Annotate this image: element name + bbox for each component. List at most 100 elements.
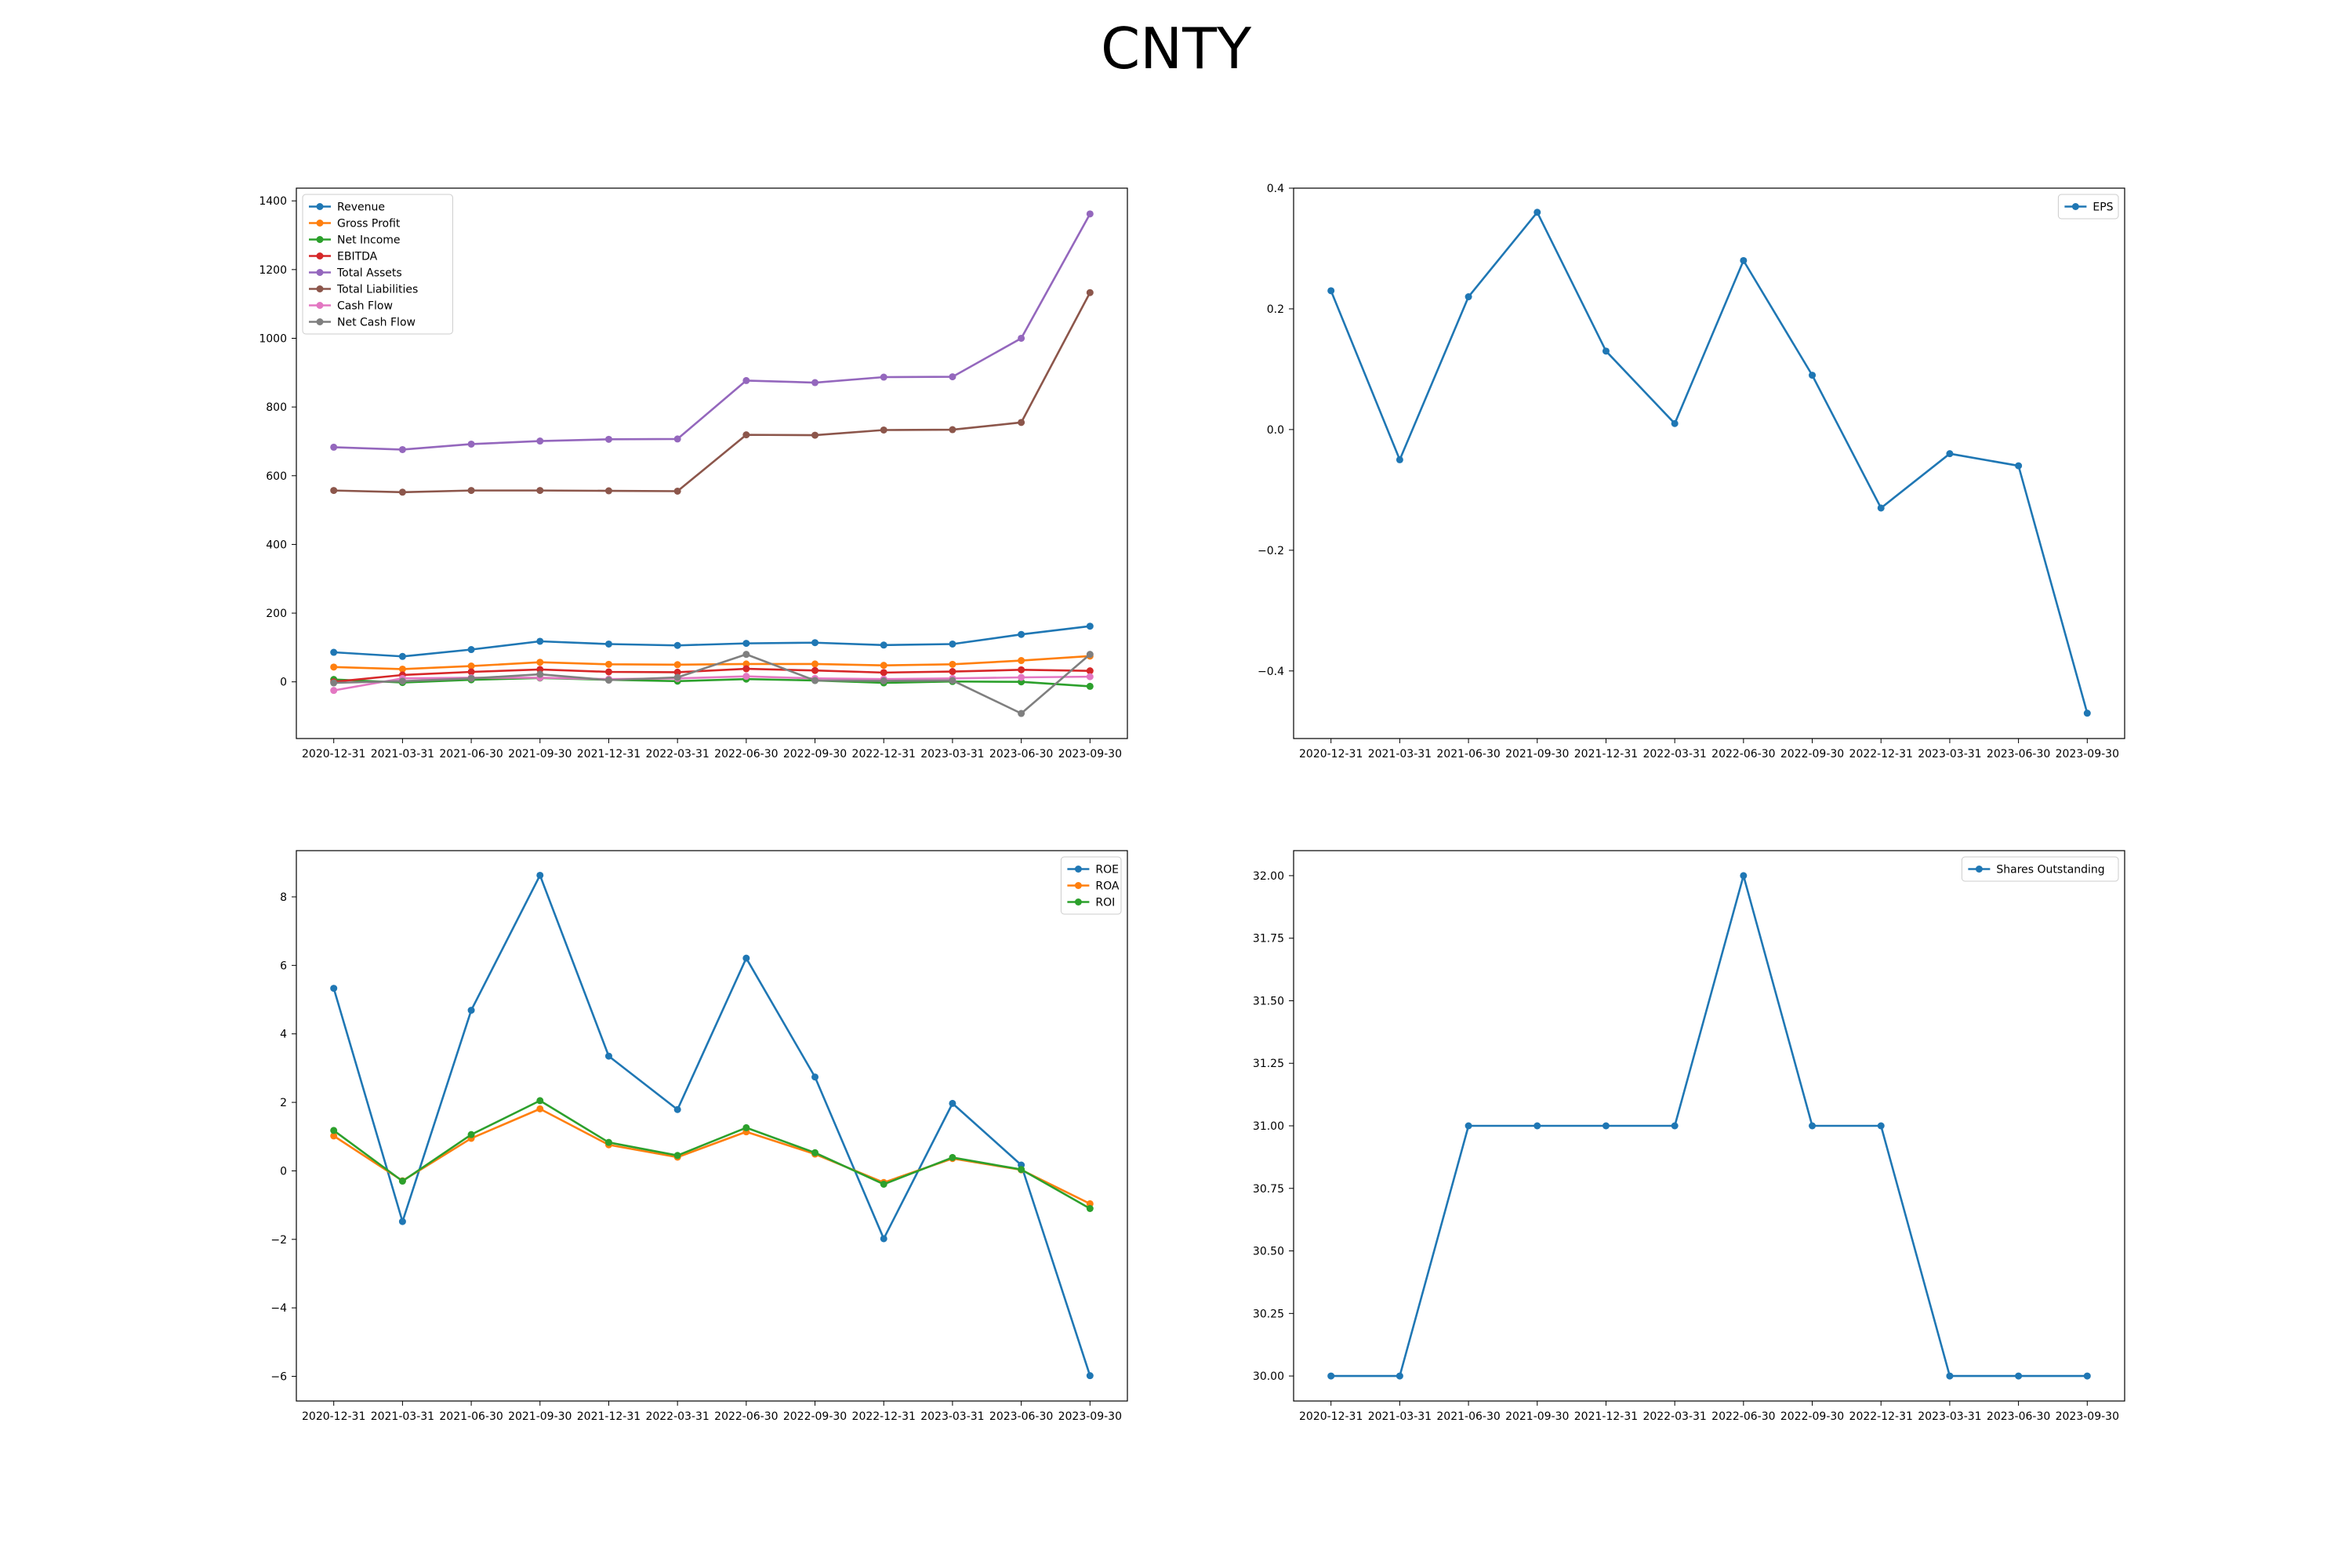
series-line [333, 667, 1091, 683]
data-point [1877, 504, 1885, 512]
x-tick-label: 2022-09-30 [783, 1410, 847, 1423]
y-tick-label: 6 [280, 960, 287, 972]
series-line [333, 625, 1091, 658]
x-tick-label: 2023-06-30 [1987, 1410, 2050, 1423]
data-point [811, 1149, 819, 1156]
series-line [1330, 211, 2089, 714]
data-point [949, 1153, 956, 1161]
data-point [1327, 1372, 1335, 1380]
x-tick-label: 2022-09-30 [1780, 1410, 1844, 1423]
plot-frame [1293, 850, 2125, 1402]
y-tick-label: −2 [270, 1234, 287, 1247]
data-point [2083, 710, 2091, 717]
data-point [398, 488, 406, 496]
y-tick-label: 800 [266, 401, 287, 414]
legend-label: Total Liabilities [336, 284, 418, 296]
data-point [880, 641, 887, 649]
legend-swatch-marker [1975, 866, 1983, 873]
legend-label: ROI [1095, 897, 1115, 909]
data-point [1018, 1166, 1025, 1174]
x-tick-label: 2022-03-31 [1642, 1410, 1706, 1423]
data-point [536, 871, 544, 879]
y-tick-label: 30.75 [1253, 1183, 1284, 1196]
series-line [333, 675, 1091, 691]
x-tick-label: 2021-06-30 [439, 748, 503, 760]
legend-label: Revenue [337, 201, 385, 214]
data-point [949, 660, 956, 668]
data-point [949, 1099, 956, 1107]
data-point [1534, 209, 1541, 216]
x-tick-label: 2023-06-30 [989, 748, 1053, 760]
legend-swatch-marker [316, 285, 324, 292]
data-point [742, 376, 750, 384]
legend-label: Net Income [337, 234, 401, 247]
data-point [811, 639, 819, 647]
x-tick-label: 2022-06-30 [1711, 1410, 1775, 1423]
x-tick-label: 2022-09-30 [783, 748, 847, 760]
x-tick-label: 2022-06-30 [714, 748, 778, 760]
y-tick-label: 31.75 [1253, 933, 1284, 946]
data-point [604, 1052, 612, 1060]
data-point [1018, 630, 1025, 638]
y-tick-label: 400 [266, 539, 287, 551]
data-point [1086, 673, 1094, 681]
data-point [330, 687, 338, 695]
series-line [333, 292, 1091, 494]
y-tick-label: −6 [270, 1371, 287, 1384]
x-tick-label: 2021-03-31 [371, 748, 434, 760]
data-point [604, 677, 612, 684]
data-point [673, 435, 681, 443]
data-point [330, 648, 338, 656]
x-tick-label: 2023-03-31 [1918, 1410, 1981, 1423]
data-point [467, 662, 475, 670]
series-shares-outstanding [1327, 872, 2091, 1380]
x-tick-label: 2023-03-31 [920, 1410, 984, 1423]
data-point [1086, 1372, 1094, 1380]
series-line [333, 653, 1091, 715]
x-tick-label: 2021-03-31 [371, 1410, 434, 1423]
x-tick-label: 2022-03-31 [645, 1410, 709, 1423]
data-point [467, 440, 475, 448]
x-tick-label: 2021-03-31 [1368, 748, 1432, 760]
series-line [333, 655, 1091, 670]
data-point [467, 646, 475, 654]
y-tick-label: −4 [270, 1302, 287, 1315]
y-tick-label: −0.4 [1258, 666, 1284, 678]
y-tick-label: 30.25 [1253, 1308, 1284, 1320]
data-point [1086, 289, 1094, 296]
data-point [811, 431, 819, 439]
data-point [742, 651, 750, 659]
data-point [330, 1132, 338, 1140]
x-tick-label: 2021-12-31 [1574, 1410, 1638, 1423]
data-point [1086, 1204, 1094, 1212]
legend-swatch-marker [316, 252, 324, 260]
data-point [880, 373, 887, 381]
data-point [467, 1007, 475, 1014]
x-tick-label: 2022-03-31 [1642, 748, 1706, 760]
data-point [398, 445, 406, 453]
data-point [1671, 1122, 1679, 1130]
legend-label: Shares Outstanding [1996, 864, 2104, 877]
x-tick-label: 2020-12-31 [1299, 1410, 1363, 1423]
y-tick-label: 0 [280, 677, 287, 689]
data-point [1671, 419, 1679, 427]
y-tick-label: 2 [280, 1097, 287, 1109]
legend-swatch-marker [316, 203, 324, 210]
figure-title: CNTY [1100, 16, 1252, 82]
data-point [1086, 622, 1094, 630]
data-point [811, 666, 819, 674]
data-point [673, 487, 681, 495]
data-point [742, 640, 750, 648]
legend-swatch-marker [1074, 898, 1082, 906]
series-line [333, 677, 1091, 688]
data-point [742, 431, 750, 439]
data-point [536, 437, 544, 445]
x-tick-label: 2021-06-30 [1436, 1410, 1500, 1423]
legend-label: ROA [1095, 880, 1120, 893]
data-point [673, 673, 681, 681]
data-point [536, 637, 544, 645]
eps-chart: 2020-12-31 2021-03-31 2021-06-30 2021-09-30… [1258, 183, 2125, 760]
data-point [330, 679, 338, 687]
series-gross-profit [330, 652, 1094, 673]
